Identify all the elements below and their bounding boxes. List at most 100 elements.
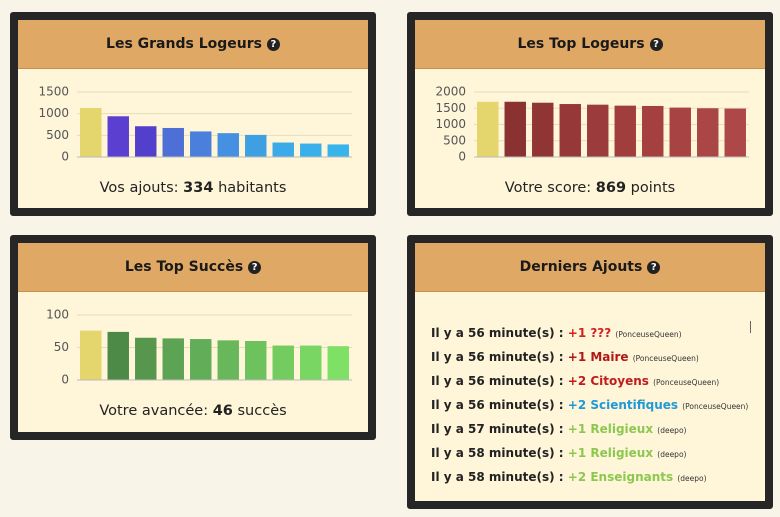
bar — [245, 134, 267, 157]
bar — [669, 107, 691, 157]
feed-user: (PonceuseQueen) — [632, 354, 699, 363]
bar — [504, 101, 526, 157]
panel: Derniers Ajouts? Il y a 56 minute(s) : +… — [407, 235, 773, 509]
feed-user: (PonceuseQueen) — [615, 330, 682, 339]
feed-time: Il y a 56 minute(s) : — [431, 326, 564, 340]
bar — [697, 108, 719, 157]
summary-unit: succès — [237, 403, 287, 419]
y-tick-label: 1500 — [435, 101, 466, 115]
panel-header: Les Grands Logeurs? — [18, 20, 368, 69]
feed-change: +2 Enseignants — [567, 470, 674, 484]
bar — [559, 104, 581, 157]
summary-value: 869 — [595, 180, 627, 196]
bar — [272, 142, 294, 157]
chart: 0 50 100 — [46, 308, 352, 387]
bar — [107, 331, 129, 380]
feed-user: (deepo) — [677, 474, 707, 483]
panel-title: Les Top Logeurs — [517, 36, 645, 52]
feed-user: (PonceuseQueen) — [653, 378, 720, 387]
scrollbar — [750, 321, 751, 333]
summary-unit: points — [630, 180, 676, 196]
feed-user: (deepo) — [657, 426, 687, 435]
bar — [614, 105, 636, 157]
bar — [135, 126, 157, 157]
y-tick-label: 0 — [61, 373, 69, 387]
bar — [477, 101, 499, 157]
panel-header: Derniers Ajouts? — [415, 243, 765, 292]
panel-title: Les Grands Logeurs — [106, 36, 262, 52]
bar — [217, 340, 239, 380]
feed-item: Il y a 56 minute(s) : +2 Citoyens (Ponce… — [431, 369, 748, 393]
summary-value: 46 — [212, 403, 233, 419]
feed-item: Il y a 58 minute(s) : +2 Enseignants (de… — [431, 465, 748, 489]
feed-item: Il y a 57 minute(s) : +1 Religieux (deep… — [431, 417, 748, 441]
feed-change: +1 Religieux — [567, 422, 654, 436]
bar — [300, 345, 322, 380]
summary-label: Vos ajouts: — [99, 180, 179, 196]
panel: Les Grands Logeurs? 0 500 1000 1500 Vos ajo… — [10, 12, 376, 216]
help-icon[interactable]: ? — [266, 37, 280, 51]
y-tick-label: 1000 — [435, 117, 466, 131]
bar — [532, 102, 554, 157]
panel: Les Top Succès? 0 50 100 Votre avancée: 46… — [10, 235, 376, 440]
feed-change: +1 Religieux — [567, 446, 654, 460]
panel-title: Les Top Succès — [124, 259, 244, 275]
bar — [190, 131, 212, 157]
feed-item: Il y a 56 minute(s) : +1 Maire (Ponceuse… — [431, 345, 748, 369]
feed-change: +2 Scientifiques — [567, 398, 679, 412]
feed-user: (deepo) — [657, 450, 687, 459]
feed-time: Il y a 57 minute(s) : — [431, 422, 564, 436]
feed-list: Il y a 56 minute(s) : +1 ??? (PonceuseQu… — [431, 321, 748, 489]
chart: 0 500 1000 1500 — [38, 85, 352, 164]
bar — [80, 330, 102, 380]
panel-header: Les Top Logeurs? — [415, 20, 765, 69]
y-tick-label: 50 — [54, 340, 69, 354]
bar — [272, 345, 294, 380]
bar — [587, 104, 609, 157]
summary-label: Votre score: — [504, 180, 592, 196]
y-tick-label: 0 — [61, 150, 69, 164]
panel-title: Derniers Ajouts — [519, 259, 643, 275]
y-tick-label: 2000 — [435, 85, 466, 99]
bar — [300, 143, 322, 157]
help-icon[interactable]: ? — [647, 260, 661, 274]
feed-change: +1 Maire — [567, 350, 629, 364]
feed-time: Il y a 56 minute(s) : — [431, 398, 564, 412]
feed-time: Il y a 56 minute(s) : — [431, 374, 564, 388]
y-tick-label: 0 — [458, 150, 466, 164]
feed-time: Il y a 58 minute(s) : — [431, 446, 564, 460]
help-icon[interactable]: ? — [248, 260, 262, 274]
feed-item: Il y a 58 minute(s) : +1 Religieux (deep… — [431, 441, 748, 465]
summary-unit: habitants — [218, 180, 287, 196]
bar — [162, 127, 184, 157]
bar — [724, 108, 746, 157]
feed-item: Il y a 56 minute(s) : +2 Scientifiques (… — [431, 393, 748, 417]
feed-change: +2 Citoyens — [567, 374, 649, 388]
bar — [642, 105, 664, 157]
bar — [217, 133, 239, 157]
summary-label: Votre avancée: — [99, 403, 209, 419]
bar — [190, 339, 212, 380]
bar — [245, 341, 267, 380]
panel: Les Top Logeurs? 0 500 1000 1500 2000 Votre … — [407, 12, 773, 216]
y-tick-label: 500 — [46, 128, 69, 142]
summary: Vos ajouts: 334 habitants — [18, 180, 368, 196]
bar — [162, 338, 184, 380]
panel-header: Les Top Succès? — [18, 243, 368, 292]
summary: Votre avancée: 46 succès — [18, 403, 368, 419]
feed-change: +1 ??? — [567, 326, 612, 340]
bar — [327, 144, 349, 157]
bar — [80, 108, 102, 157]
feed-item: Il y a 56 minute(s) : +1 ??? (PonceuseQu… — [431, 321, 748, 345]
feed-user: (PonceuseQueen) — [682, 402, 749, 411]
bar — [327, 346, 349, 380]
chart: 0 500 1000 1500 2000 — [435, 85, 749, 164]
bar — [107, 116, 129, 157]
y-tick-label: 1000 — [38, 106, 69, 120]
summary: Votre score: 869 points — [415, 180, 765, 196]
y-tick-label: 100 — [46, 308, 69, 322]
feed-time: Il y a 56 minute(s) : — [431, 350, 564, 364]
y-tick-label: 500 — [443, 133, 466, 147]
help-icon[interactable]: ? — [649, 37, 663, 51]
